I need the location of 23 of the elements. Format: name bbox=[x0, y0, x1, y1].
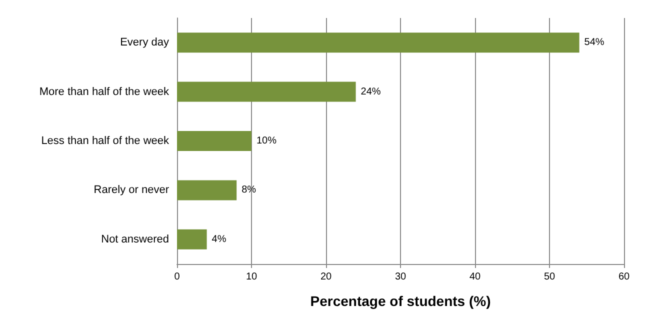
x-tick-label: 10 bbox=[246, 272, 258, 282]
data-label: 4% bbox=[212, 234, 226, 245]
data-label: 54% bbox=[584, 37, 604, 48]
bar bbox=[177, 131, 252, 151]
bar bbox=[177, 229, 207, 250]
x-tick-label: 60 bbox=[618, 272, 630, 282]
data-label: 8% bbox=[242, 184, 256, 196]
x-tick-label: 0 bbox=[174, 272, 180, 282]
y-tick-label: Rarely or never bbox=[94, 184, 170, 196]
x-tick-label: 40 bbox=[469, 272, 481, 282]
x-tick-label: 20 bbox=[320, 272, 332, 282]
data-label: 24% bbox=[360, 86, 381, 98]
y-tick-label: Every day bbox=[120, 36, 170, 49]
data-label: 10% bbox=[256, 136, 277, 146]
y-tick-label: Less than half of the week bbox=[41, 135, 170, 147]
y-tick-label: More than half of the week bbox=[39, 86, 170, 98]
y-tick-label: Not answered bbox=[101, 233, 169, 246]
bar bbox=[177, 32, 580, 53]
bar bbox=[177, 82, 356, 102]
x-axis-title: Percentage of students (%) bbox=[310, 293, 491, 309]
x-tick-label: 30 bbox=[394, 272, 406, 282]
bar bbox=[177, 180, 237, 200]
x-tick-label: 50 bbox=[544, 272, 556, 282]
